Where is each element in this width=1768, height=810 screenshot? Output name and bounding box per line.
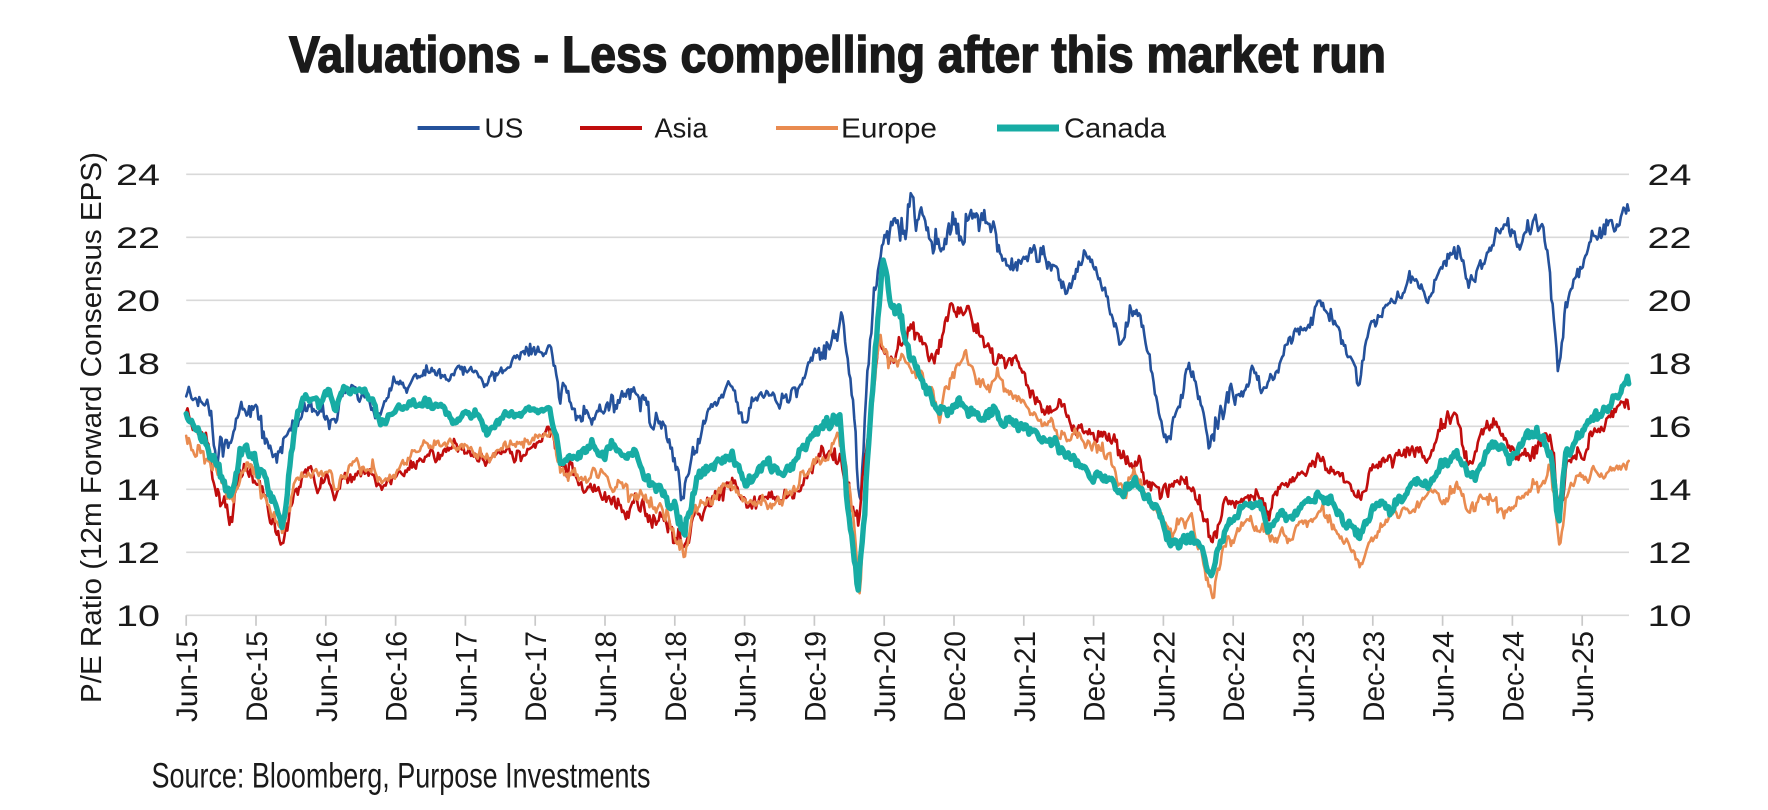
svg-text:Asia: Asia: [655, 113, 708, 144]
svg-text:Source: Bloomberg, Purpose Inv: Source: Bloomberg, Purpose Investments: [152, 757, 651, 796]
svg-text:Jun-16: Jun-16: [311, 631, 344, 722]
svg-text:Jun-15: Jun-15: [171, 631, 204, 722]
svg-text:16: 16: [1648, 411, 1692, 444]
svg-text:Dec-19: Dec-19: [799, 631, 832, 722]
svg-text:Dec-15: Dec-15: [241, 631, 274, 722]
svg-text:20: 20: [116, 285, 160, 318]
svg-text:Valuations - Less compelling a: Valuations - Less compelling after this …: [289, 26, 1386, 83]
svg-text:10: 10: [116, 600, 160, 633]
svg-text:Jun-25: Jun-25: [1567, 631, 1600, 722]
svg-text:Jun-23: Jun-23: [1288, 631, 1321, 722]
svg-text:Dec-16: Dec-16: [381, 631, 414, 722]
svg-text:14: 14: [116, 474, 160, 507]
svg-text:Dec-18: Dec-18: [660, 631, 693, 722]
svg-text:Canada: Canada: [1064, 113, 1166, 144]
svg-text:12: 12: [1648, 537, 1692, 570]
svg-text:P/E Ratio (12m Forward Consen: P/E Ratio (12m Forward Consensus EPS): [76, 152, 108, 703]
svg-text:Jun-18: Jun-18: [590, 631, 623, 722]
svg-text:Jun-17: Jun-17: [450, 631, 483, 722]
svg-text:22: 22: [1648, 222, 1692, 255]
svg-text:18: 18: [116, 348, 160, 381]
svg-text:20: 20: [1648, 285, 1692, 318]
svg-text:Europe: Europe: [841, 113, 937, 144]
svg-text:Dec-17: Dec-17: [520, 631, 553, 722]
svg-text:Dec-22: Dec-22: [1218, 631, 1251, 722]
svg-text:24: 24: [1648, 159, 1692, 192]
svg-text:Jun-22: Jun-22: [1148, 631, 1181, 722]
svg-text:Dec-24: Dec-24: [1497, 631, 1530, 722]
svg-text:Dec-21: Dec-21: [1079, 631, 1112, 722]
svg-text:Jun-21: Jun-21: [1009, 631, 1042, 722]
svg-text:22: 22: [116, 222, 160, 255]
svg-text:US: US: [484, 113, 523, 144]
svg-text:Dec-20: Dec-20: [939, 631, 972, 722]
svg-text:18: 18: [1648, 348, 1692, 381]
svg-text:Jun-20: Jun-20: [869, 631, 902, 722]
svg-text:14: 14: [1648, 474, 1692, 507]
svg-text:10: 10: [1648, 600, 1692, 633]
svg-text:Dec-23: Dec-23: [1358, 631, 1391, 722]
svg-text:12: 12: [116, 537, 160, 570]
svg-text:24: 24: [116, 159, 160, 192]
svg-text:Jun-19: Jun-19: [730, 631, 763, 722]
svg-text:16: 16: [116, 411, 160, 444]
svg-text:Jun-24: Jun-24: [1428, 631, 1461, 722]
